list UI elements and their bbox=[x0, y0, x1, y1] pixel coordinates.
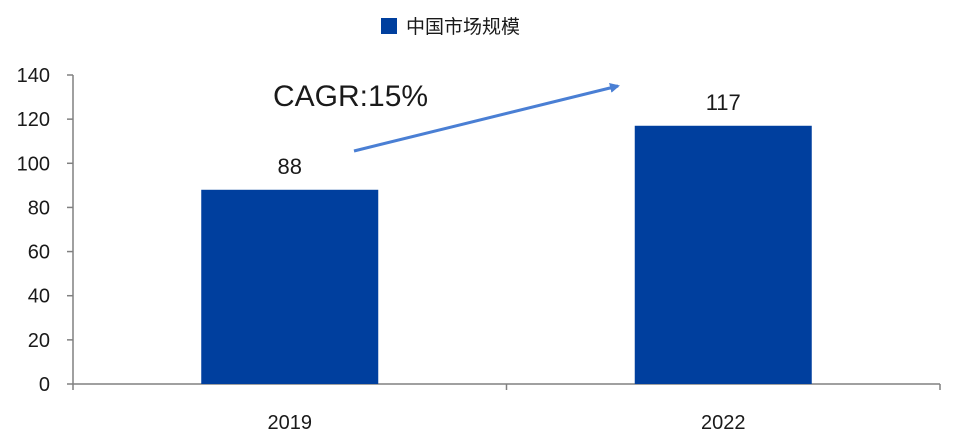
x-tick-label: 2022 bbox=[701, 412, 746, 434]
x-ticks: 2019 2022 bbox=[72, 384, 941, 434]
bars bbox=[201, 125, 812, 384]
bar-2022 bbox=[634, 125, 812, 384]
y-tick-label: 100 bbox=[17, 153, 50, 175]
y-tick-label: 140 bbox=[17, 65, 50, 87]
growth-arrow bbox=[353, 83, 620, 153]
cagr-annotation: CAGR:15% bbox=[273, 80, 428, 113]
legend-label: 中国市场规模 bbox=[406, 16, 520, 38]
data-label: 88 bbox=[278, 154, 302, 179]
y-tick-label: 120 bbox=[17, 109, 50, 131]
data-label: 117 bbox=[706, 90, 741, 115]
legend: 中国市场规模 bbox=[381, 16, 520, 38]
y-tick-label: 80 bbox=[28, 197, 50, 219]
y-tick-label: 0 bbox=[39, 374, 50, 396]
y-tick-label: 60 bbox=[28, 242, 50, 264]
bar-2019 bbox=[201, 189, 379, 384]
x-tick-label: 2019 bbox=[268, 412, 313, 434]
y-tick-label: 20 bbox=[28, 330, 50, 352]
y-ticks: 0 20 40 60 80 100 120 140 bbox=[17, 65, 73, 396]
legend-swatch bbox=[381, 18, 397, 34]
y-tick-label: 40 bbox=[28, 286, 50, 308]
data-labels: 88 117 bbox=[278, 90, 741, 179]
